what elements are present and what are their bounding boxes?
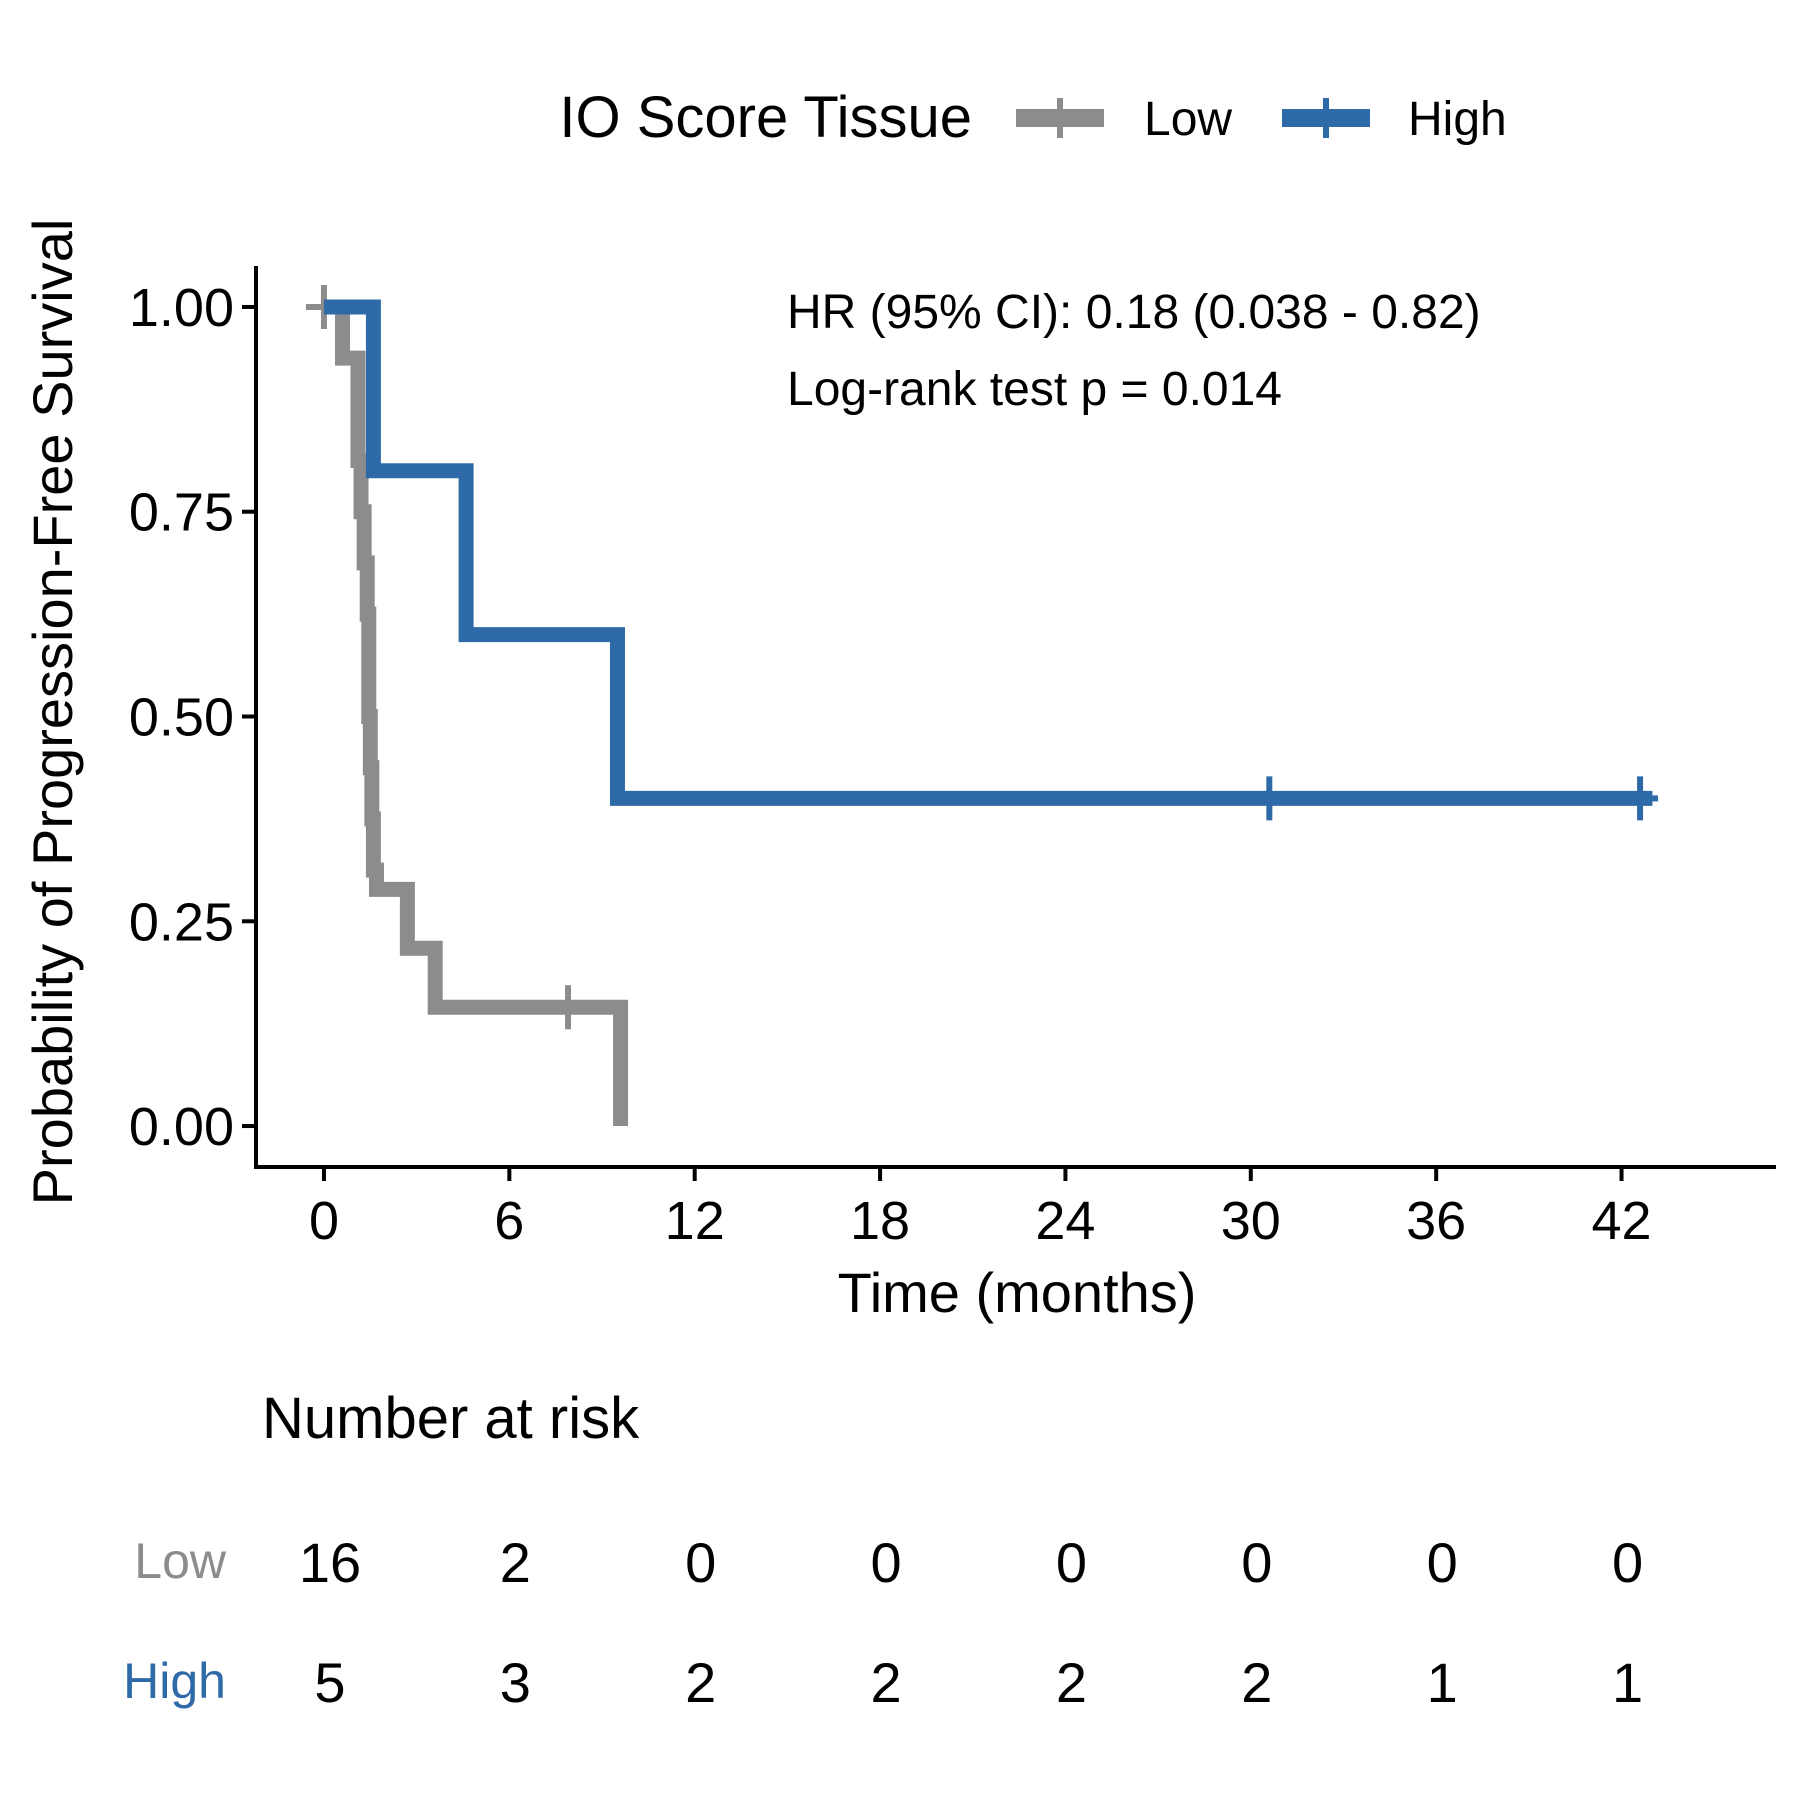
risk-count-high: 2 [1241,1651,1272,1714]
risk-count-low: 0 [1241,1531,1272,1594]
hazard-ratio-annotation: HR (95% CI): 0.18 (0.038 - 0.82) [787,286,1481,339]
risk-count-low: 16 [299,1531,361,1594]
legend: IO Score Tissue Low High [559,85,1506,150]
risk-count-high: 2 [870,1651,901,1714]
risk-count-high: 2 [1056,1651,1087,1714]
y-tick-label: 1.00 [129,278,234,338]
log-rank-annotation: Log-rank test p = 0.014 [787,363,1282,416]
risk-count-low: 0 [685,1531,716,1594]
x-tick-label: 24 [1035,1191,1095,1251]
risk-count-low: 0 [1427,1531,1458,1594]
y-tick-label: 0.50 [129,688,234,748]
survival-curves [305,284,1659,1127]
risk-count-high: 5 [314,1651,345,1714]
x-tick-label: 30 [1221,1191,1281,1251]
x-tick-label: 18 [850,1191,910,1251]
risk-table-title: Number at risk [262,1386,640,1451]
x-tick-label: 0 [309,1191,339,1251]
risk-count-high: 2 [685,1651,716,1714]
risk-table: Low 16 2 0 0 0 0 0 0 High 5 3 2 2 2 2 1 1 [123,1531,1643,1714]
y-tick-label: 0.25 [129,892,234,952]
risk-count-high: 3 [500,1651,531,1714]
survival-curve-high [323,299,1653,806]
x-axis-ticks: 0 6 12 18 24 30 36 42 [309,1167,1652,1251]
y-axis-title: Probability of Progression-Free Survival [21,219,84,1206]
x-tick-label: 12 [665,1191,725,1251]
x-tick-label: 6 [494,1191,524,1251]
risk-count-low: 0 [1612,1531,1643,1594]
risk-count-low: 0 [1056,1531,1087,1594]
survival-curve-low [323,299,629,1127]
legend-title: IO Score Tissue [559,85,972,150]
x-tick-label: 36 [1406,1191,1466,1251]
x-axis-title: Time (months) [838,1261,1197,1324]
legend-label-low: Low [1144,93,1232,146]
risk-row-label-high: High [123,1653,226,1709]
risk-count-low: 0 [870,1531,901,1594]
y-tick-label: 0.00 [129,1097,234,1157]
risk-count-high: 1 [1612,1651,1643,1714]
risk-count-low: 2 [500,1531,531,1594]
x-tick-label: 42 [1591,1191,1651,1251]
risk-row-label-low: Low [134,1533,227,1589]
risk-count-high: 1 [1427,1651,1458,1714]
legend-label-high: High [1408,93,1507,146]
y-axis-ticks: 0.00 0.25 0.50 0.75 1.00 [129,278,256,1157]
y-tick-label: 0.75 [129,483,234,543]
